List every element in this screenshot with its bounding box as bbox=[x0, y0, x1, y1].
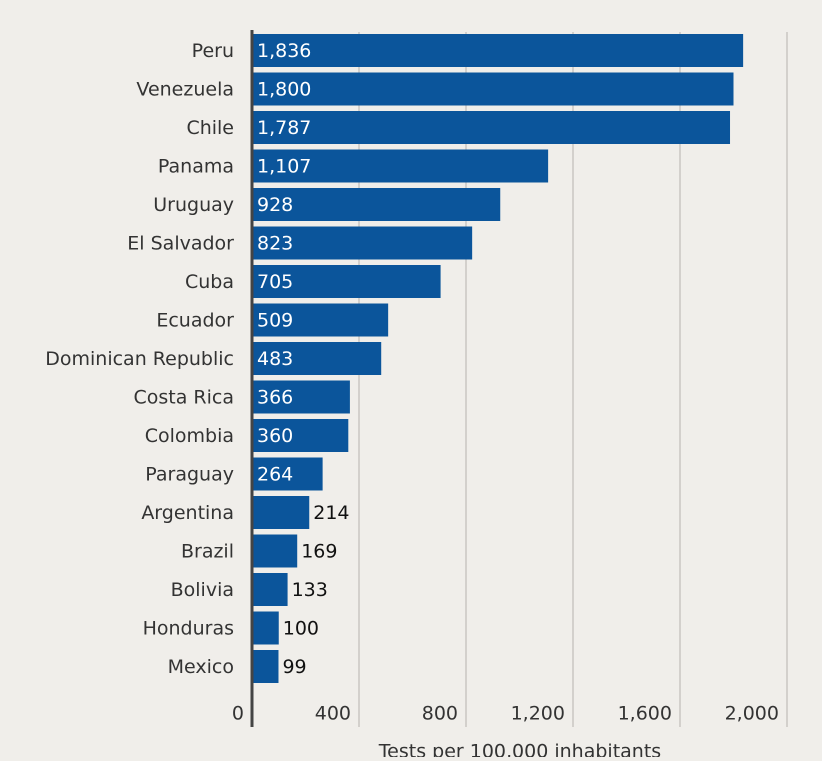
value-label: 509 bbox=[257, 310, 293, 332]
bar bbox=[252, 342, 382, 375]
bar bbox=[252, 611, 279, 645]
bar bbox=[252, 265, 441, 298]
bar bbox=[252, 419, 349, 452]
bar bbox=[252, 380, 350, 414]
value-label: 133 bbox=[292, 579, 328, 601]
bar bbox=[252, 226, 473, 260]
bar bbox=[252, 34, 744, 67]
y-tick-label: Chile bbox=[186, 117, 234, 139]
y-tick-label: Mexico bbox=[168, 656, 234, 678]
y-tick-label: Panama bbox=[158, 156, 234, 178]
bar bbox=[252, 149, 549, 183]
y-tick-label: El Salvador bbox=[127, 233, 234, 255]
bar bbox=[252, 72, 734, 106]
bar bbox=[252, 573, 288, 606]
y-tick-label: Costa Rica bbox=[134, 387, 235, 409]
value-label: 169 bbox=[301, 541, 337, 563]
value-label: 1,800 bbox=[257, 79, 311, 101]
y-tick-label: Colombia bbox=[145, 425, 234, 447]
value-label: 1,836 bbox=[257, 40, 311, 62]
x-tick-label: 0 bbox=[232, 703, 244, 725]
value-label: 100 bbox=[283, 618, 319, 640]
value-label: 1,107 bbox=[257, 156, 311, 178]
y-tick-label: Cuba bbox=[185, 271, 234, 293]
y-tick-label: Honduras bbox=[143, 618, 234, 640]
x-tick-label: 1,600 bbox=[618, 703, 672, 725]
bar bbox=[252, 188, 501, 221]
value-label: 1,787 bbox=[257, 117, 311, 139]
x-tick-label: 400 bbox=[315, 703, 351, 725]
y-tick-label: Ecuador bbox=[156, 310, 234, 332]
bar bbox=[252, 534, 298, 568]
y-tick-label: Venezuela bbox=[136, 79, 234, 101]
y-tick-label: Uruguay bbox=[153, 194, 234, 216]
bar bbox=[252, 303, 389, 337]
y-tick-label: Brazil bbox=[181, 541, 234, 563]
value-label: 705 bbox=[257, 271, 293, 293]
value-label: 928 bbox=[257, 194, 293, 216]
value-label: 483 bbox=[257, 348, 293, 370]
y-tick-label: Bolivia bbox=[171, 579, 234, 601]
bar bbox=[252, 650, 279, 683]
bar bbox=[252, 111, 731, 144]
y-tick-label: Paraguay bbox=[145, 464, 234, 486]
value-label: 823 bbox=[257, 233, 293, 255]
value-label: 366 bbox=[257, 387, 293, 409]
x-axis-label: Tests per 100,000 inhabitants bbox=[378, 741, 661, 758]
value-label: 264 bbox=[257, 464, 293, 486]
value-label: 214 bbox=[313, 502, 349, 524]
y-tick-label: Argentina bbox=[141, 502, 234, 524]
bar bbox=[252, 496, 310, 529]
y-tick-label: Peru bbox=[192, 40, 234, 62]
x-tick-label: 1,200 bbox=[511, 703, 565, 725]
bar bbox=[252, 457, 323, 491]
x-tick-label: 800 bbox=[422, 703, 458, 725]
x-tick-label: 2,000 bbox=[725, 703, 779, 725]
value-label: 99 bbox=[282, 656, 306, 678]
y-tick-label: Dominican Republic bbox=[45, 348, 234, 370]
value-label: 360 bbox=[257, 425, 293, 447]
